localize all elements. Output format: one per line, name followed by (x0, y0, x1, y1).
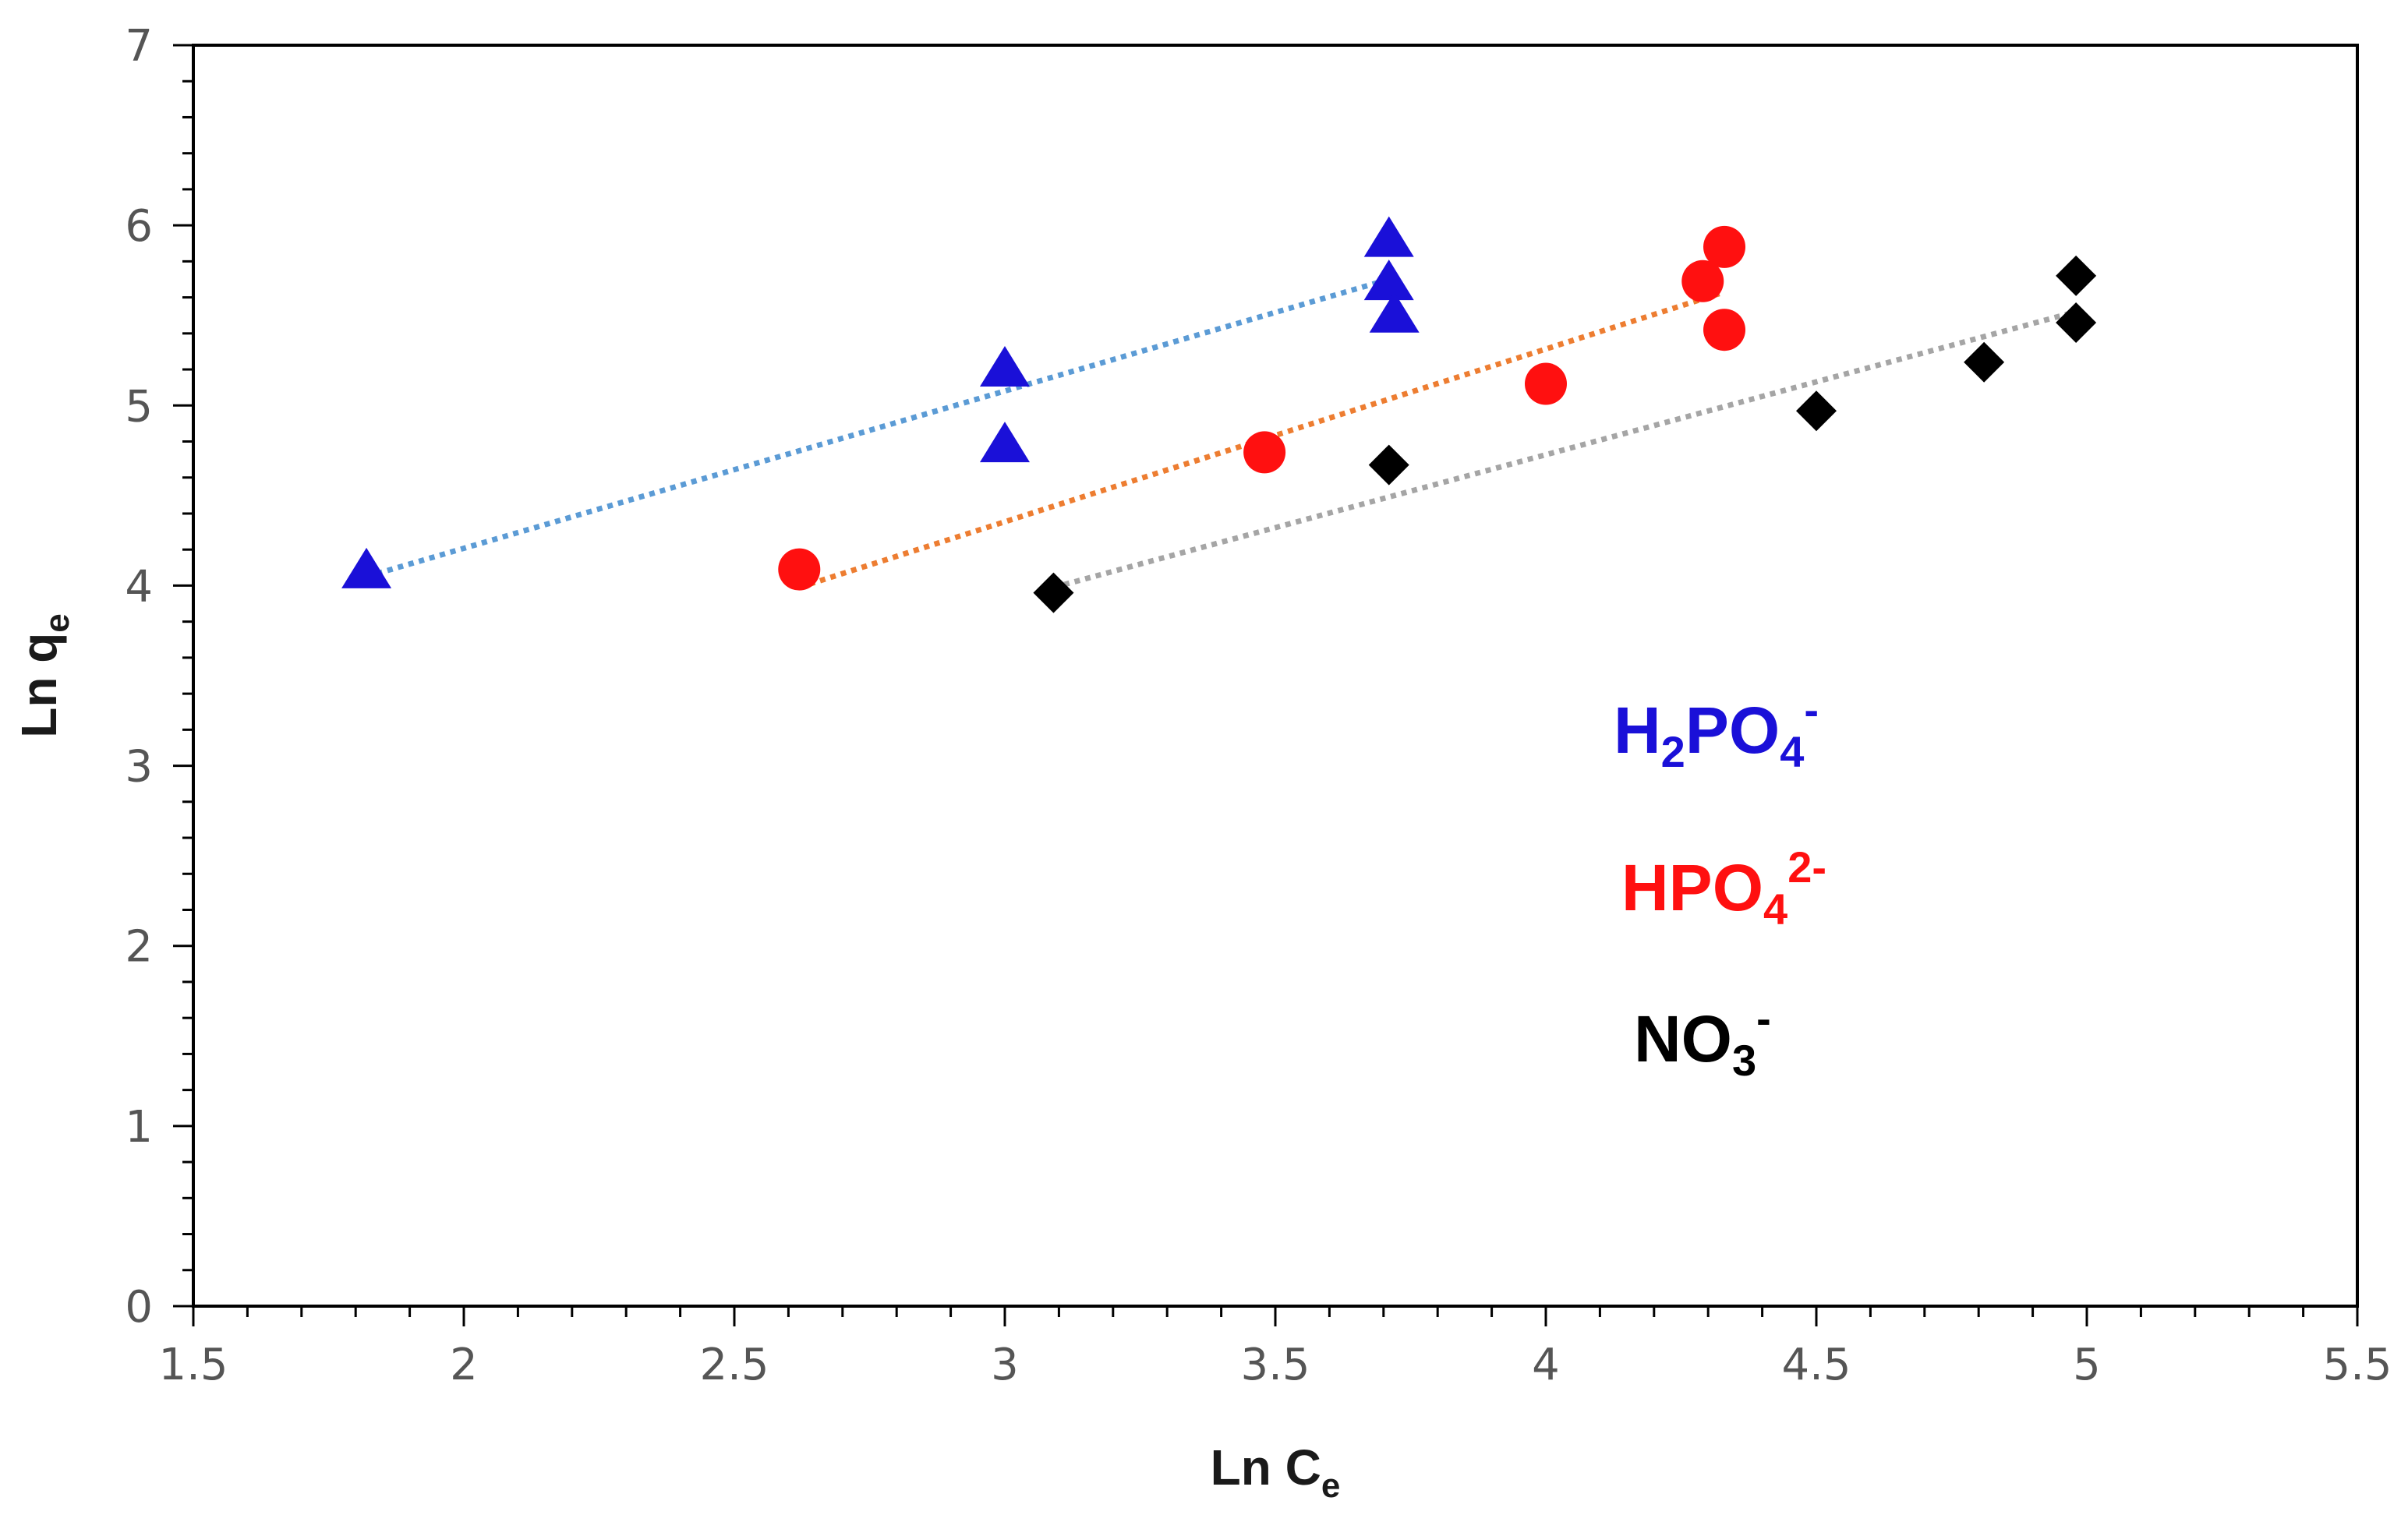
y-tick-label: 0 (125, 1282, 153, 1333)
y-tick-label: 4 (125, 561, 153, 612)
x-tick-label: 3 (991, 1340, 1019, 1390)
data-point-series-1-1 (1243, 431, 1286, 474)
data-point-series-2-0 (1033, 572, 1074, 613)
data-point-series-1-4 (1703, 225, 1746, 268)
axis-tick-labels: 1.5 2 2.5 3 3.5 4 4.5 5 5.5 0 1 2 3 4 5 6 7 (125, 21, 2392, 1390)
data-point-series-0-5 (1369, 291, 1420, 333)
x-tick-label: 2 (450, 1340, 478, 1390)
data-point-series-0-3 (1363, 216, 1414, 257)
x-tick-label: 5 (2073, 1340, 2101, 1390)
data-point-series-2-5 (2056, 302, 2097, 343)
y-tick-label: 7 (125, 21, 153, 72)
x-tick-label: 1.5 (158, 1340, 228, 1390)
data-point-series-2-1 (1368, 444, 1409, 486)
data-point-series-1-2 (1525, 362, 1567, 405)
data-markers (341, 216, 2097, 613)
data-point-series-0-2 (980, 422, 1030, 463)
data-point-series-1-3 (1681, 260, 1724, 302)
legend: H2PO4- HPO42- NO3- (1614, 685, 1826, 1085)
x-tick-label: 5.5 (2322, 1340, 2392, 1390)
trendline-series-2 (1052, 309, 2077, 591)
plot-area (192, 44, 2359, 1308)
x-tick-label: 3.5 (1240, 1340, 1310, 1390)
y-tick-label: 2 (125, 922, 153, 973)
y-tick-label: 3 (125, 742, 153, 793)
y-tick-label: 1 (125, 1102, 153, 1153)
x-tick-label: 4.5 (1781, 1340, 1851, 1390)
data-point-series-2-4 (2056, 255, 2097, 296)
axis-ticks (173, 44, 2359, 1326)
y-tick-label: 6 (125, 201, 153, 252)
data-point-series-0-1 (980, 346, 1030, 387)
data-point-series-0-4 (1363, 260, 1414, 301)
legend-entry-no3: NO3- (1634, 994, 1771, 1085)
data-point-series-0-0 (341, 547, 392, 588)
y-tick-label: 5 (125, 381, 153, 432)
x-tick-label: 4 (1532, 1340, 1560, 1390)
legend-entry-h2po4: H2PO4- (1614, 685, 1819, 776)
x-tick-label: 2.5 (699, 1340, 769, 1390)
data-point-series-1-0 (778, 548, 821, 591)
data-point-series-2-3 (1964, 341, 2005, 383)
x-axis-title: Ln Ce (1211, 1439, 1341, 1505)
legend-entry-hpo4: HPO42- (1621, 842, 1826, 934)
y-axis-title: Ln qe (11, 613, 76, 738)
data-point-series-1-5 (1703, 309, 1746, 351)
data-point-series-2-2 (1796, 390, 1837, 432)
trendline-series-0 (366, 277, 1390, 580)
